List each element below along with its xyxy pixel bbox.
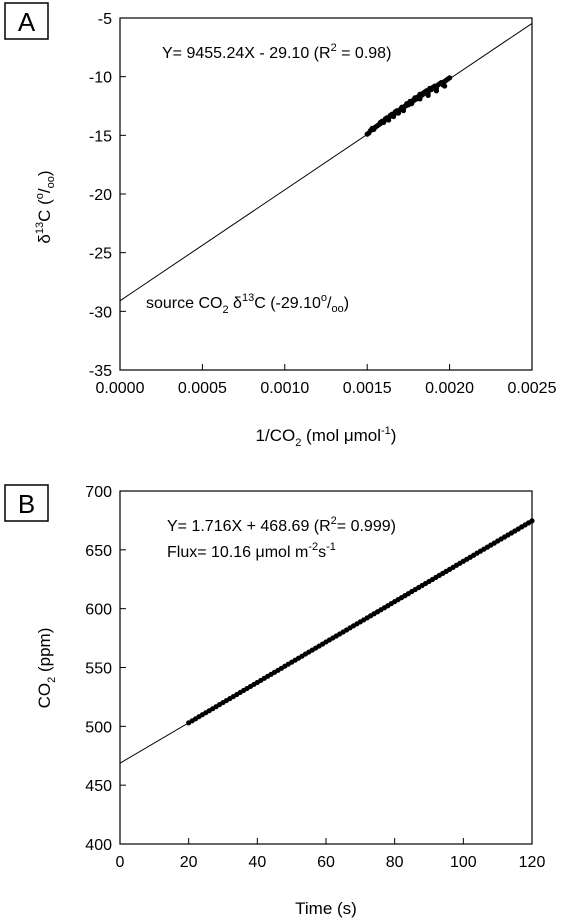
plot-b-ytick-label: 550	[85, 661, 112, 678]
plot-b-xtick-label: 0	[116, 854, 125, 871]
plot-b-equation: Y= 1.716X + 468.69 (R2= 0.999)	[167, 515, 396, 535]
plot-a-ytick-label: -30	[89, 304, 112, 321]
plot-b-xtick-label: 60	[317, 854, 335, 871]
plot-a-point	[390, 113, 397, 120]
plot-a-point	[394, 110, 400, 116]
plot-a-xtick-label: 0.0020	[425, 380, 474, 397]
plot-b-point	[529, 518, 535, 524]
plot-b-xlabel: Time (s)	[295, 899, 357, 918]
plot-a-point	[377, 119, 383, 126]
panel-a-label: A	[18, 7, 36, 37]
plot-a-ytick-label: -10	[89, 70, 112, 87]
plot-b-points	[186, 518, 535, 726]
plot-b-xtick-label: 40	[248, 854, 266, 871]
plot-a-ytick-label: -15	[89, 128, 112, 145]
panel-a: A 0.0000 0.0005 0.0010 0.0015 0.0020 0.0025 -5…	[4, 2, 557, 449]
plot-a-xlabel: 1/CO2 (mol μmol-1)	[256, 425, 397, 449]
plot-a-xtick-label: 0.0010	[260, 380, 309, 397]
plot-a-point	[417, 96, 423, 102]
plot-b-axes: 0 20 40 60 80 100 120 700 650 600 550 500 450 400	[85, 484, 545, 871]
plot-a-xtick-label: 0.0000	[96, 380, 145, 397]
plot-b-ytick-label: 650	[85, 543, 112, 560]
plot-a-point	[409, 101, 415, 107]
plot-b-xtick-label: 20	[180, 854, 198, 871]
panel-b-label: B	[18, 489, 35, 519]
panel-b-label-box	[4, 484, 49, 522]
plot-a-point	[386, 115, 392, 121]
plot-a-point	[447, 75, 453, 81]
plot-b-ytick-label: 400	[85, 837, 112, 854]
plot-b-xtick-label: 80	[386, 854, 404, 871]
plot-a-xtick-label: 0.0025	[508, 380, 557, 397]
plot-a-xtick-label: 0.0015	[343, 380, 392, 397]
plot-b-ytick-label: 600	[85, 602, 112, 619]
plot-b-ytick-label: 500	[85, 719, 112, 736]
plot-a-point	[425, 92, 431, 99]
plot-a-ytick-label: -35	[89, 363, 112, 380]
plot-a-source-annotation: source CO2 δ13C (-29.10o/oo)	[146, 292, 349, 316]
panel-a-label-box	[4, 2, 49, 40]
plot-b-xtick-label: 120	[519, 854, 546, 871]
plot-a-equation: Y= 9455.24X - 29.10 (R2 = 0.98)	[162, 42, 391, 62]
plot-a-point	[400, 108, 407, 114]
plot-a-xtick-label: 0.0005	[178, 380, 227, 397]
plot-b-ylabel: CO2 (ppm)	[35, 628, 58, 709]
plot-a-point	[442, 83, 448, 89]
plot-a-ylabel: δ13C (o/oo)	[34, 170, 57, 243]
plot-a-ytick-label: -20	[89, 187, 112, 204]
plot-a-ytick-label: -5	[98, 11, 112, 28]
plot-b-ytick-label: 450	[85, 778, 112, 795]
plot-b-flux: Flux= 10.16 μmol m-2s-1	[167, 541, 336, 561]
panel-b: B 0 20 40 60 80 100 120 700 650 600 550 500 450 400 Y…	[4, 484, 545, 918]
plot-a-axes: 0.0000 0.0005 0.0010 0.0015 0.0020 0.0025 -5 -1…	[89, 11, 557, 397]
plot-b-xtick-label: 100	[450, 854, 477, 871]
plot-b-ytick-label: 700	[85, 484, 112, 501]
plot-a-point	[369, 125, 375, 131]
plot-a-frame	[119, 17, 533, 371]
plot-a-points	[364, 75, 453, 137]
plot-a-regression-line	[119, 23, 533, 302]
plot-a-ytick-label: -25	[89, 246, 112, 263]
plot-a-point	[433, 88, 440, 94]
